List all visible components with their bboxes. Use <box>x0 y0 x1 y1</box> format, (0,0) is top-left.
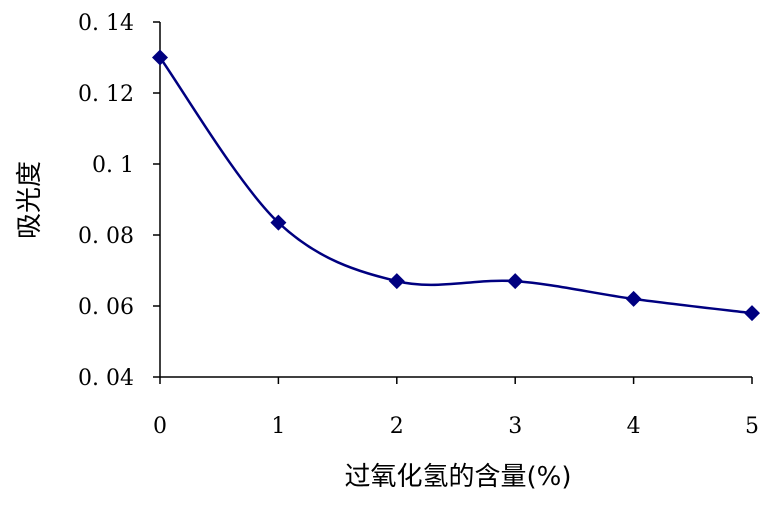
series-group <box>152 49 760 322</box>
x-tick-label: 5 <box>745 414 759 439</box>
y-axis-label: 吸光度 <box>15 161 45 239</box>
y-tick-label: 0. 06 <box>78 295 134 320</box>
x-tick-label: 1 <box>271 414 285 439</box>
x-ticks: 0 1 2 3 4 5 <box>153 377 759 439</box>
data-point-marker <box>507 273 524 290</box>
y-tick-label: 0. 08 <box>78 224 134 249</box>
x-tick-label: 4 <box>627 414 641 439</box>
x-axis-label: 过氧化氢的含量(%) <box>345 462 572 492</box>
axes <box>159 22 752 378</box>
data-point-marker <box>744 305 760 322</box>
y-tick-label: 0. 12 <box>78 82 134 107</box>
data-point-marker <box>152 49 168 66</box>
y-tick-label: 0. 14 <box>78 11 134 36</box>
x-tick-label: 3 <box>508 414 522 439</box>
y-ticks: 0. 04 0. 06 0. 08 0. 1 0. 12 0. 14 <box>78 11 160 391</box>
data-point-marker <box>625 290 642 307</box>
x-tick-label: 2 <box>390 414 404 439</box>
series-line <box>158 56 753 315</box>
y-tick-label: 0. 1 <box>92 153 134 178</box>
data-point-marker <box>388 273 405 290</box>
data-point-marker <box>270 214 287 231</box>
x-tick-label: 0 <box>153 414 167 439</box>
y-tick-label: 0. 04 <box>78 366 134 391</box>
